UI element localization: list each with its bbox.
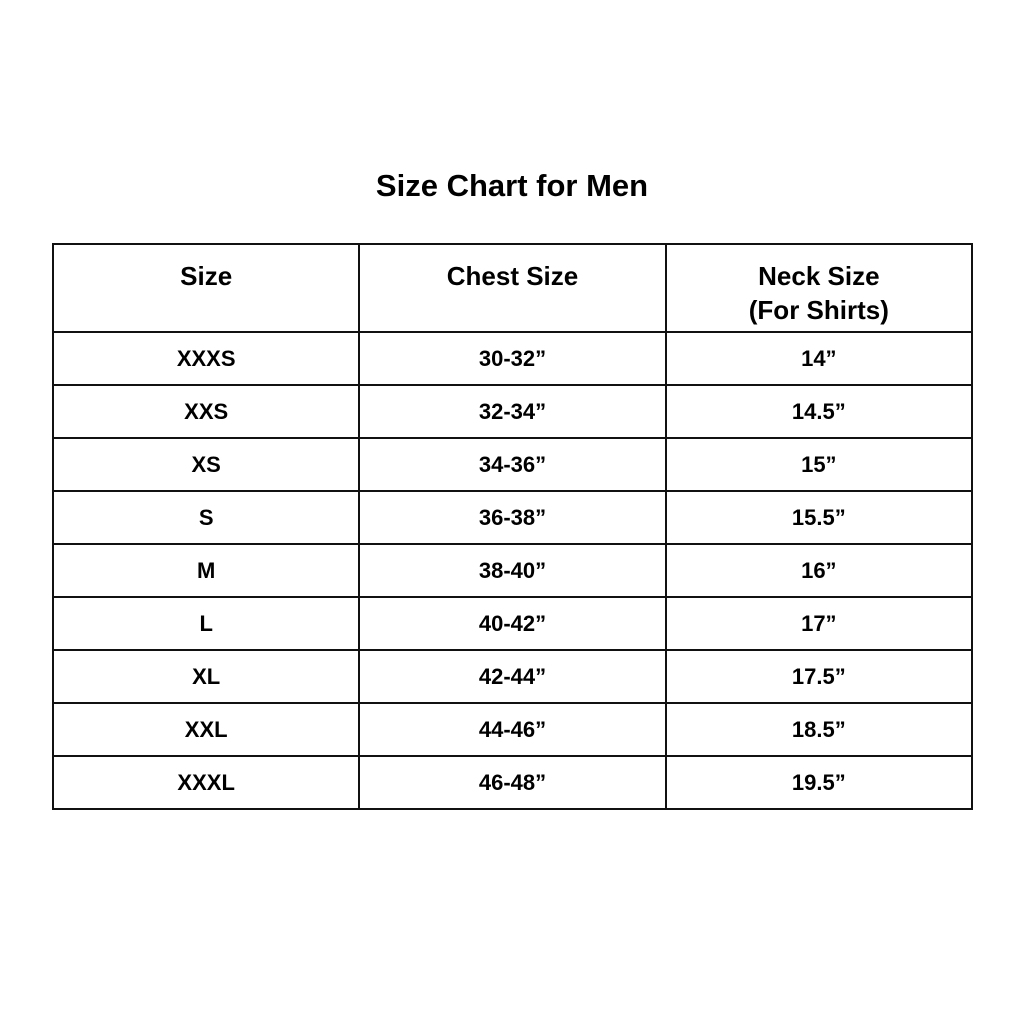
chest-size-cell: 34-36” [358,437,667,492]
size-cell: XL [51,649,361,704]
page-title: Size Chart for Men [375,168,649,203]
neck-size-cell: 16” [664,543,974,598]
chest-size-cell: 32-34” [358,384,667,439]
neck-size-cell: 14.5” [664,384,974,439]
chest-size-cell: 30-32” [358,331,667,386]
chest-size-cell: 36-38” [358,490,667,545]
chest-size-cell: 38-40” [358,543,667,598]
table-row: S 36-38” 15.5” [51,490,974,545]
neck-size-cell: 19.5” [664,755,974,810]
chest-size-cell: 40-42” [358,596,667,651]
table-row: M 38-40” 16” [51,543,974,598]
header-row: Size Chest Size Neck Size (For Shirts) [51,243,974,333]
neck-size-cell: 15.5” [664,490,974,545]
chest-size-cell: 42-44” [358,649,667,704]
size-chart-table: Size Chest Size Neck Size (For Shirts) X… [51,243,974,810]
table-row: L 40-42” 17” [51,596,974,651]
table-row: XXL 44-46” 18.5” [51,702,974,757]
table-row: XXXS 30-32” 14” [51,331,974,386]
size-cell: XXXS [51,331,361,386]
header-size: Size [51,243,361,333]
neck-size-cell: 17” [664,596,974,651]
size-cell: S [51,490,361,545]
size-cell: XS [51,437,361,492]
size-cell: XXXL [51,755,361,810]
neck-size-cell: 14” [664,331,974,386]
size-cell: XXL [51,702,361,757]
chest-size-cell: 44-46” [358,702,667,757]
size-cell: XXS [51,384,361,439]
header-neck-size: Neck Size (For Shirts) [664,243,974,333]
header-neck-size-note: (For Shirts) [748,295,889,325]
header-neck-size-label: Neck Size [758,261,880,291]
size-cell: M [51,543,361,598]
neck-size-cell: 18.5” [664,702,974,757]
chest-size-cell: 46-48” [358,755,667,810]
size-cell: L [51,596,361,651]
table-row: XXS 32-34” 14.5” [51,384,974,439]
table-row: XS 34-36” 15” [51,437,974,492]
table-row: XXXL 46-48” 19.5” [51,755,974,810]
neck-size-cell: 15” [664,437,974,492]
neck-size-cell: 17.5” [664,649,974,704]
table-row: XL 42-44” 17.5” [51,649,974,704]
header-chest-size: Chest Size [358,243,667,333]
